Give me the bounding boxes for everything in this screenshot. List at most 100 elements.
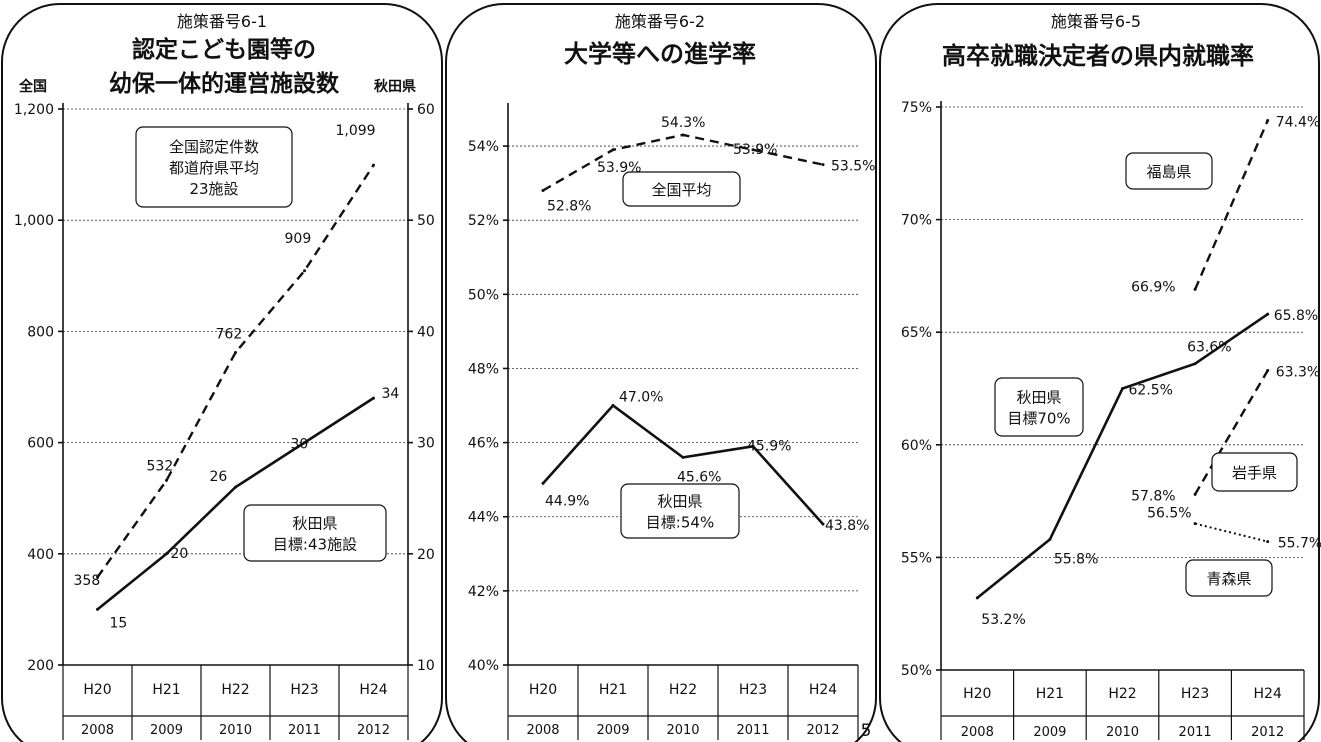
x-tick-label: H21 (1036, 686, 1064, 702)
data-label: 26 (210, 469, 228, 485)
data-point (1193, 522, 1197, 526)
y-tick-label: 60% (901, 438, 932, 454)
data-point (1121, 387, 1124, 390)
annotation-box (1211, 452, 1298, 492)
y-tick-label: 48% (468, 361, 499, 377)
chart-employment-rate: 施策番号6-5 高卒就職決定者の県内就職率 50% 55% 60% 65% 70% 75% H2… (901, 12, 1321, 740)
y-tick-label: 50% (468, 287, 499, 303)
data-point (1048, 537, 1052, 541)
data-point (681, 455, 685, 459)
y-tick-label: 1,000 (14, 213, 54, 229)
y-tick-label: 200 (27, 658, 54, 674)
annotation-box (622, 171, 741, 207)
data-label: 1,099 (336, 123, 376, 139)
data-label: 55.7% (1278, 536, 1321, 552)
panel-frame-2 (445, 3, 877, 742)
data-point (234, 485, 237, 489)
y-tick-label: 40% (468, 658, 499, 674)
data-point (1266, 119, 1270, 123)
annotation-text: 青森県 (1206, 570, 1251, 588)
page-number: 5 (861, 721, 872, 741)
y-tick-label: 800 (27, 324, 54, 340)
y-tick-label: 46% (468, 436, 499, 452)
data-point (372, 163, 375, 167)
y-tick-label: 75% (901, 100, 932, 116)
data-label: 63.3% (1276, 364, 1320, 380)
annotation-text: 目標:43施設 (273, 536, 357, 554)
panel-frame-3 (879, 3, 1320, 742)
data-label: 74.4% (1276, 115, 1320, 131)
x-year-label: 2009 (150, 723, 183, 738)
annotation-text: 福島県 (1146, 163, 1191, 181)
x-year-label: 2009 (596, 723, 629, 738)
y-right-tick-label: 40 (417, 324, 435, 340)
data-point (975, 596, 979, 600)
x-tick-label: H24 (1254, 686, 1282, 702)
x-year-label: 2010 (666, 723, 699, 738)
annotation-text: 都道府県平均 (169, 159, 259, 177)
data-point (611, 404, 615, 408)
y-tick-label: 50% (901, 663, 932, 679)
chart-kicker: 施策番号6-5 (1051, 12, 1141, 31)
y-tick-label: 400 (27, 547, 54, 563)
annotation-text: 目標70% (1007, 410, 1070, 428)
series-line-2 (1193, 120, 1269, 290)
data-label: 62.5% (1129, 383, 1173, 399)
data-label: 53.2% (981, 612, 1025, 628)
data-point (751, 148, 755, 152)
data-label: 909 (285, 231, 312, 247)
data-label: 57.8% (1131, 488, 1175, 504)
data-label: 43.8% (825, 518, 869, 534)
series-line-3 (1194, 369, 1269, 495)
y-right-tick-label: 30 (417, 436, 435, 452)
data-label: 56.5% (1147, 506, 1191, 522)
data-point (821, 163, 825, 167)
data-point (303, 441, 306, 445)
annotation-box (994, 377, 1084, 437)
data-label: 30 (291, 437, 309, 453)
y-right-tick-label: 50 (417, 213, 435, 229)
y-axis-right-label: 秋田県 (374, 78, 416, 95)
data-label: 53.5% (831, 159, 875, 175)
data-point (611, 148, 615, 152)
data-point (821, 522, 825, 526)
annotation-box (1125, 152, 1213, 190)
x-year-label: 2012 (806, 723, 839, 738)
y-tick-label: 52% (468, 213, 499, 229)
data-point (541, 481, 545, 485)
y-tick-label: 1,200 (14, 102, 54, 118)
data-point (96, 607, 99, 611)
data-label: 45.6% (677, 469, 721, 485)
data-label: 65.8% (1274, 308, 1318, 324)
data-point (165, 552, 168, 556)
data-point (372, 396, 375, 400)
y-tick-label: 54% (468, 139, 499, 155)
data-label: 358 (74, 573, 101, 589)
data-label: 55.8% (1054, 551, 1098, 567)
y-axis-left-label: 全国 (18, 78, 47, 95)
data-point (1266, 540, 1270, 544)
chart-university-rate: 施策番号6-2 大学等への進学率 40% 42% 44% 46% 48% 50% 52% 54% H… (468, 12, 875, 740)
y-tick-label: 65% (901, 325, 932, 341)
data-label: 762 (216, 327, 243, 343)
x-year-label: 2012 (357, 723, 390, 738)
x-year-label: 2008 (81, 723, 114, 738)
x-year-label: 2012 (1251, 725, 1284, 740)
chart-title: 高卒就職決定者の県内就職率 (942, 42, 1254, 70)
annotation-box (1185, 559, 1273, 597)
annotation-text: 23施設 (189, 180, 238, 198)
x-year-label: 2011 (288, 723, 321, 738)
data-point (303, 269, 306, 273)
data-label: 34 (382, 386, 400, 402)
data-point (681, 133, 685, 137)
annotation-text: 秋田県 (292, 515, 337, 533)
data-label: 63.6% (1187, 340, 1231, 356)
data-label: 45.9% (747, 438, 791, 454)
data-point (234, 351, 237, 355)
x-tick-label: H22 (221, 682, 249, 698)
y-tick-label: 600 (27, 436, 54, 452)
x-tick-label: H20 (83, 682, 111, 698)
data-point (1266, 312, 1270, 316)
